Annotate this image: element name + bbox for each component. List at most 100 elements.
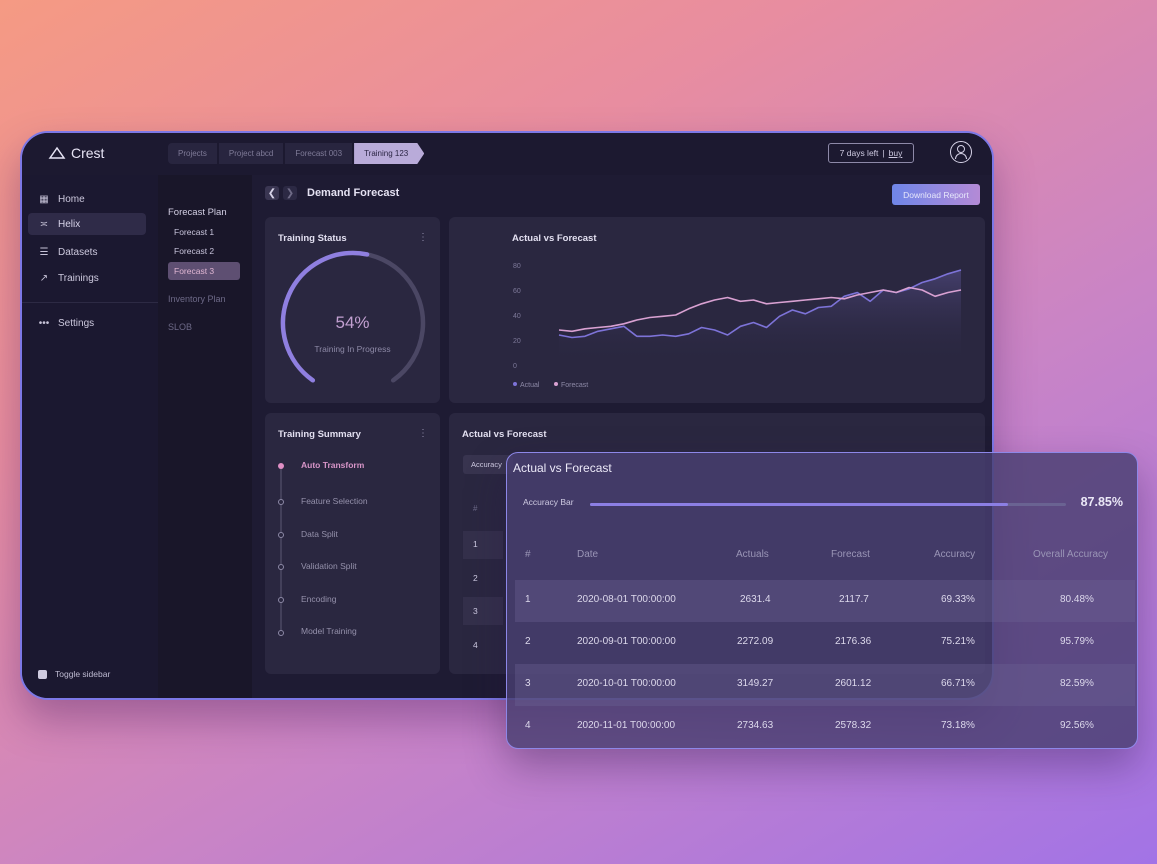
subnav-slob[interactable]: SLOB: [168, 322, 193, 332]
training-status-text: Training In Progress: [314, 344, 391, 354]
cell-accuracy: 73.18%: [941, 720, 975, 731]
back-button[interactable]: ❮: [265, 186, 279, 200]
sidebar-item-label: Helix: [58, 218, 81, 230]
column-header-date: Date: [577, 549, 599, 560]
bg-row-band: [463, 531, 503, 559]
cell-actuals: 3149.27: [737, 678, 774, 689]
grid-icon: ▦: [39, 193, 49, 205]
step-dot: [278, 564, 284, 570]
bg-table-row: 1: [473, 539, 478, 549]
training-status-card: Training Status ⋮ 54% Training In Progre…: [265, 217, 440, 403]
y-tick-label: 80: [513, 263, 521, 270]
accuracy-bar-fill: [590, 503, 1009, 506]
sidebar-item-label: Trainings: [58, 272, 99, 284]
more-icon: •••: [38, 317, 50, 329]
table-row[interactable]: 4 2020-11-01 T00:00:00 2734.63 2578.32 7…: [515, 706, 1135, 748]
accuracy-table-popup: Actual vs Forecast Accuracy Bar 87.85% #…: [506, 452, 1138, 749]
sidebar: ▦ Home ≍ Helix ☰ Datasets ↗ Trainings ••…: [22, 175, 158, 698]
column-header-number: #: [525, 549, 531, 560]
sidebar-item-home[interactable]: ▦ Home: [28, 188, 146, 210]
cell-accuracy: 75.21%: [941, 636, 975, 647]
breadcrumb-forecast[interactable]: Forecast 003: [285, 143, 353, 164]
cell-number: 2: [525, 636, 531, 647]
trend-icon: ↗: [39, 272, 49, 284]
subnav-item-forecast-2[interactable]: Forecast 2: [174, 246, 215, 256]
line-chart: 80 60 40 20 0 Actual Forecast: [513, 263, 962, 389]
forecast-series-line: [558, 286, 962, 333]
subnav-item-forecast-1[interactable]: Forecast 1: [174, 227, 215, 237]
legend-dot: [513, 382, 517, 386]
step-encoding[interactable]: Encoding: [301, 594, 337, 604]
sidebar-item-label: Home: [58, 193, 85, 205]
database-icon: ☰: [39, 246, 49, 258]
logo[interactable]: Crest: [48, 145, 104, 161]
user-avatar-icon[interactable]: [950, 141, 972, 163]
sidebar-item-label: Datasets: [58, 246, 98, 258]
cell-actuals: 2272.09: [737, 636, 774, 647]
breadcrumb-projects[interactable]: Projects: [168, 143, 217, 164]
legend-dot: [554, 382, 558, 386]
actual-vs-forecast-chart-card: Actual vs Forecast 80 60 40 20 0 Actual Foreca…: [449, 217, 985, 403]
toggle-sidebar-button[interactable]: Toggle sidebar: [38, 669, 110, 679]
accuracy-bar-label: Accuracy Bar: [523, 497, 574, 507]
step-model-training[interactable]: Model Training: [301, 626, 357, 636]
breadcrumb: Projects Project abcd Forecast 003 Train…: [168, 143, 426, 164]
helix-icon: ≍: [39, 218, 49, 230]
step-feature-selection[interactable]: Feature Selection: [301, 496, 368, 506]
accuracy-tab[interactable]: Accuracy: [463, 455, 513, 474]
download-report-button[interactable]: Download Report: [892, 184, 980, 205]
column-header-actuals: Actuals: [736, 549, 769, 560]
bg-table-title: Actual vs Forecast: [462, 429, 547, 440]
cell-forecast: 2578.32: [835, 720, 872, 731]
y-tick-label: 20: [513, 338, 521, 345]
cell-forecast: 2117.7: [839, 594, 869, 605]
cell-number: 3: [525, 678, 531, 689]
cell-accuracy: 69.33%: [941, 594, 975, 605]
steps-timeline: [278, 463, 284, 636]
accuracy-value: 87.85%: [1080, 495, 1123, 509]
page-header: ❮ ❯ Demand Forecast: [265, 186, 399, 200]
subnav-inventory-plan[interactable]: Inventory Plan: [168, 294, 226, 304]
step-validation-split[interactable]: Validation Split: [301, 561, 357, 571]
cell-actuals: 2631.4: [740, 594, 771, 605]
cell-number: 1: [525, 594, 531, 605]
table-row[interactable]: 1 2020-08-01 T00:00:00 2631.4 2117.7 69.…: [515, 580, 1135, 622]
accuracy-bar-track: [590, 503, 1066, 506]
cell-number: 4: [525, 720, 531, 731]
cell-overall-accuracy: 95.79%: [1060, 636, 1094, 647]
step-auto-transform[interactable]: Auto Transform: [301, 460, 365, 470]
trial-text: 7 days left: [839, 148, 879, 158]
step-dot-active: [278, 463, 284, 469]
kebab-menu-icon[interactable]: ⋮: [418, 232, 428, 243]
app-name: Crest: [71, 145, 105, 161]
sidebar-item-helix[interactable]: ≍ Helix: [28, 213, 146, 235]
breadcrumb-training[interactable]: Training 123: [354, 143, 425, 164]
step-dot: [278, 532, 284, 538]
sidebar-item-datasets[interactable]: ☰ Datasets: [28, 241, 146, 263]
step-dot: [278, 499, 284, 505]
subnav-heading[interactable]: Forecast Plan: [168, 207, 227, 218]
subnav-item-forecast-3[interactable]: Forecast 3: [168, 262, 240, 280]
step-dot: [278, 630, 284, 636]
legend-label: Actual: [520, 382, 540, 389]
cell-overall-accuracy: 92.56%: [1060, 720, 1094, 731]
step-data-split[interactable]: Data Split: [301, 529, 338, 539]
table-row[interactable]: 3 2020-10-01 T00:00:00 3149.27 2601.12 6…: [515, 664, 1135, 706]
training-percent: 54%: [335, 313, 370, 332]
breadcrumb-project[interactable]: Project abcd: [218, 143, 284, 164]
column-header-forecast: Forecast: [831, 549, 870, 560]
forward-button[interactable]: ❯: [283, 186, 297, 200]
cell-overall-accuracy: 80.48%: [1060, 594, 1094, 605]
sidebar-toggle-icon: [38, 669, 47, 679]
table-row[interactable]: 2 2020-09-01 T00:00:00 2272.09 2176.36 7…: [515, 622, 1135, 664]
cell-date: 2020-09-01 T00:00:00: [577, 636, 676, 647]
sidebar-item-settings[interactable]: ••• Settings: [28, 312, 146, 334]
buy-link[interactable]: buy: [888, 148, 903, 158]
bg-table-hash: #: [473, 504, 478, 513]
cell-actuals: 2734.63: [737, 720, 774, 731]
bg-table-row: 2: [473, 573, 478, 583]
sidebar-item-trainings[interactable]: ↗ Trainings: [28, 267, 146, 289]
trial-badge: 7 days left | buy: [828, 143, 914, 163]
training-summary-title: Training Summary: [278, 429, 361, 440]
kebab-menu-icon[interactable]: ⋮: [418, 428, 428, 439]
